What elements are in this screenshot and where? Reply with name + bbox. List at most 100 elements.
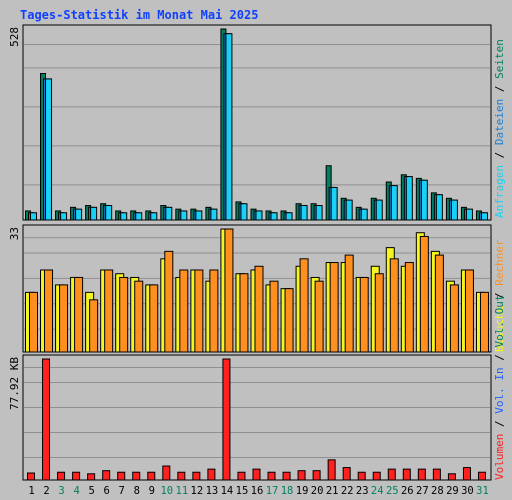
x-tick-label: 21 — [326, 485, 339, 497]
bar-seiten — [270, 212, 278, 221]
bar-rechner — [419, 235, 429, 353]
bar-volumen — [387, 468, 396, 481]
bar-volumen — [102, 470, 111, 481]
bar-volumen — [372, 471, 381, 481]
bar-rechner — [239, 273, 249, 353]
x-tick-label: 3 — [58, 485, 64, 497]
bar-seiten — [405, 176, 413, 221]
bar-volumen — [327, 459, 336, 481]
bar-seiten — [345, 199, 353, 221]
x-tick-label: 11 — [176, 485, 189, 497]
bar-volumen — [162, 465, 171, 481]
chart-title: Tages-Statistik im Monat Mai 2025 — [20, 8, 258, 22]
bar-seiten — [240, 203, 248, 221]
x-tick-label: 24 — [371, 485, 384, 497]
bar-seiten — [435, 194, 443, 221]
bar-rechner — [404, 262, 414, 353]
bar-volumen — [267, 471, 276, 481]
bar-seiten — [375, 199, 383, 221]
y-tick-label-besuche: 33 — [8, 227, 21, 240]
bar-volumen — [87, 473, 96, 481]
x-tick-label: 23 — [356, 485, 369, 497]
bar-volumen — [177, 471, 186, 481]
bar-volumen — [342, 467, 351, 481]
bar-rechner — [134, 280, 144, 353]
bar-rechner — [224, 228, 234, 353]
x-tick-label: 15 — [236, 485, 249, 497]
x-tick-label: 29 — [446, 485, 459, 497]
bar-rechner — [149, 284, 159, 353]
bar-volumen — [222, 358, 231, 481]
x-tick-label: 27 — [416, 485, 429, 497]
x-tick-label: 18 — [281, 485, 294, 497]
y-tick-label-volumen: 77.92 KB — [8, 357, 21, 410]
bar-seiten — [195, 210, 203, 221]
legend-volumen: Volumen / Vol. In / Vol. Out — [493, 295, 506, 480]
x-tick-label: 30 — [461, 485, 474, 497]
bar-rechner — [164, 250, 174, 353]
bar-seiten — [480, 212, 488, 221]
bar-rechner — [479, 291, 489, 353]
x-tick-label: 19 — [296, 485, 309, 497]
bar-volumen — [462, 467, 471, 481]
bar-rechner — [299, 258, 309, 353]
bar-volumen — [447, 473, 456, 481]
bar-volumen — [402, 468, 411, 481]
x-tick-label: 22 — [341, 485, 354, 497]
x-tick-label: 13 — [206, 485, 219, 497]
bar-seiten — [30, 212, 37, 221]
legend-anfragen-dateien-seiten: Anfragen / Dateien / Seiten — [493, 39, 506, 218]
x-tick-label: 2 — [43, 485, 49, 497]
bar-volumen — [117, 471, 126, 481]
bar-rechner — [464, 269, 474, 353]
bar-seiten — [255, 210, 263, 221]
x-tick-label: 17 — [266, 485, 279, 497]
bar-seiten — [360, 208, 368, 221]
bar-seiten — [60, 212, 68, 221]
x-tick-label: 7 — [119, 485, 125, 497]
x-tick-label: 12 — [191, 485, 204, 497]
bar-rechner — [314, 280, 324, 353]
bar-seiten — [450, 199, 458, 221]
bar-rechner — [434, 254, 444, 353]
x-tick-label: 14 — [221, 485, 234, 497]
bar-volumen — [192, 471, 201, 481]
y-tick-label-anfragen: 528 — [8, 27, 21, 47]
bar-rechner — [104, 269, 114, 353]
bar-seiten — [150, 212, 158, 221]
bar-volumen — [477, 471, 486, 481]
bar-volumen — [417, 468, 426, 481]
panel-frame-1 — [22, 24, 492, 221]
bar-volumen — [357, 471, 366, 481]
bar-volumen — [237, 471, 246, 481]
bar-rechner — [269, 280, 279, 353]
bar-rechner — [59, 284, 69, 353]
bar-volumen — [282, 471, 291, 481]
bar-volumen — [147, 471, 156, 481]
bar-seiten — [390, 185, 398, 221]
bar-rechner — [44, 269, 54, 353]
bar-seiten — [105, 205, 113, 221]
bar-volumen — [207, 468, 216, 481]
bar-seiten — [225, 33, 233, 221]
bar-volumen — [432, 468, 441, 481]
bar-seiten — [135, 212, 143, 221]
x-tick-label: 20 — [311, 485, 324, 497]
bar-seiten — [330, 186, 338, 221]
x-tick-label: 9 — [149, 485, 155, 497]
bar-rechner — [359, 276, 369, 353]
x-tick-label: 26 — [401, 485, 414, 497]
bar-volumen — [57, 471, 66, 481]
x-tick-label: 25 — [386, 485, 399, 497]
bar-rechner — [119, 276, 129, 353]
bar-volumen — [132, 471, 141, 481]
bar-rechner — [254, 265, 264, 353]
bar-rechner — [449, 284, 459, 353]
bar-rechner — [329, 262, 339, 353]
bar-rechner — [194, 269, 204, 353]
bar-volumen — [297, 470, 306, 481]
bar-rechner — [344, 254, 354, 353]
bar-volumen — [27, 472, 35, 481]
bar-seiten — [90, 206, 98, 221]
